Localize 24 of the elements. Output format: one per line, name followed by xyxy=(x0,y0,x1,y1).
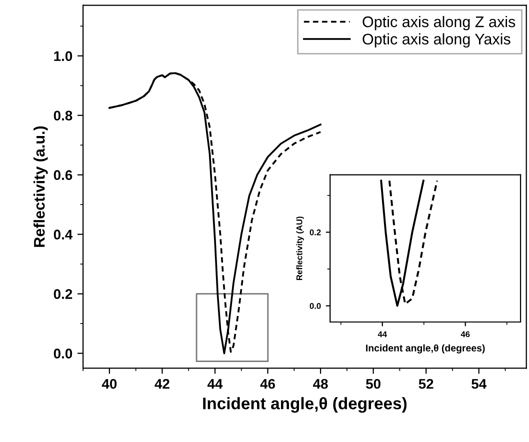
x-tick-label: 40 xyxy=(102,378,117,389)
legend-label: Optic axis along Yaxis xyxy=(362,33,510,48)
y-tick-label: 0.0 xyxy=(310,303,321,309)
x-tick-label: 46 xyxy=(460,331,470,338)
y-tick-label: 0.4 xyxy=(54,230,73,240)
legend-label: Optic axis along Z axis xyxy=(362,16,516,30)
y-tick-label: 0.6 xyxy=(54,170,72,180)
y-tick-label: 0.2 xyxy=(54,289,72,299)
y-tick-label: 0.2 xyxy=(310,229,321,236)
y-axis-title: Reflectivity (a.u.) xyxy=(34,126,48,247)
x-tick-label: 44 xyxy=(378,331,387,338)
x-tick-label: 42 xyxy=(154,378,170,389)
x-axis-title: Incident angle,θ (degrees) xyxy=(203,397,407,413)
y-tick-label: 1.0 xyxy=(54,51,72,62)
y-axis-title: Reflectivity (AU) xyxy=(296,216,304,280)
y-tick-label: 0.8 xyxy=(54,110,72,121)
x-tick-label: 44 xyxy=(207,379,223,389)
y-tick-label: 0.0 xyxy=(54,348,72,358)
x-axis-title: Incident angle,θ (degrees) xyxy=(366,344,485,354)
x-tick-label: 48 xyxy=(313,378,328,389)
x-tick-label: 52 xyxy=(418,378,434,389)
x-tick-label: 46 xyxy=(260,378,275,389)
x-tick-label: 50 xyxy=(366,378,380,389)
x-tick-label: 54 xyxy=(472,379,487,389)
